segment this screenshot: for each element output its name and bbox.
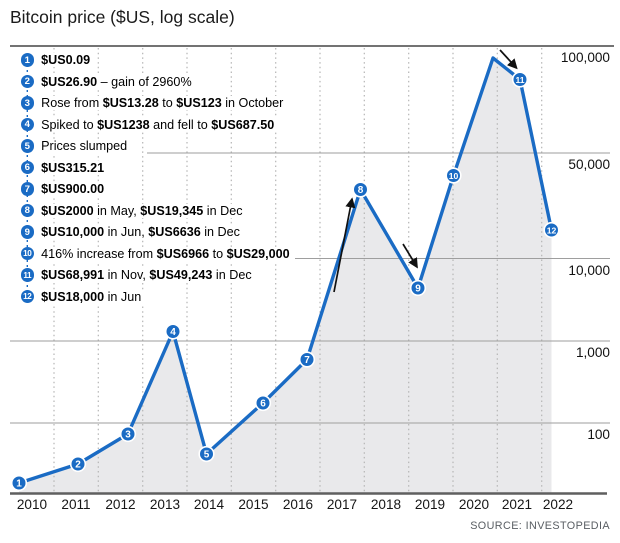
x-tick-2010: 2010 (16, 497, 48, 512)
x-tick-2021: 2021 (501, 497, 533, 512)
legend-text-8: $US2000 in May, $US19,345 in Dec (40, 203, 246, 218)
legend-bullet-11: 11 (20, 268, 35, 282)
source-credit: SOURCE: INVESTOPEDIA (470, 520, 610, 532)
point-marker-7: 7 (298, 351, 316, 368)
svg-text:7: 7 (304, 355, 310, 366)
trend-arrow-up-1 (333, 197, 356, 293)
x-tick-2011: 2011 (61, 497, 91, 512)
svg-text:12: 12 (547, 225, 557, 235)
legend-text-2: $US26.90 – gain of 2960% (40, 74, 195, 89)
legend-bullet-4: 4 (20, 117, 35, 132)
legend-text-5: Prices slumped (40, 139, 131, 153)
svg-text:6: 6 (260, 398, 266, 409)
point-marker-12: 12 (543, 221, 560, 239)
trend-arrow-down-3 (499, 49, 518, 70)
legend-text-12: $US18,000 in Jun (40, 289, 145, 304)
legend-text-9: $US10,000 in Jun, $US6636 in Dec (40, 225, 243, 239)
legend-item-10: 10 416% increase from $US6966 to $US29,00… (20, 246, 293, 261)
legend-item-5: 5 Prices slumped (20, 139, 131, 153)
chart-title: Bitcoin price ($US, log scale) (10, 7, 235, 27)
point-marker-9: 9 (409, 279, 427, 297)
y-tick-10,000: 10,000 (568, 262, 610, 278)
legend-bullet-2: 2 (20, 74, 35, 89)
legend-item-4: 4 Spiked to $US1238 and fell to $US687.50 (20, 117, 278, 132)
legend-item-12: 12 $US18,000 in Jun (20, 289, 145, 304)
svg-text:1: 1 (16, 478, 22, 489)
legend-item-11: 11 $US68,991 in Nov, $US49,243 in Dec (20, 268, 255, 282)
y-tick-1,000: 1,000 (575, 345, 610, 360)
legend-text-1: $US0.09 (40, 53, 94, 67)
legend-item-8: 8 $US2000 in May, $US19,345 in Dec (20, 203, 246, 218)
trend-arrow-down-2 (402, 243, 418, 269)
legend-item-9: 9 $US10,000 in Jun, $US6636 in Dec (20, 225, 243, 239)
x-tick-2012: 2012 (105, 497, 136, 512)
point-marker-3: 3 (119, 425, 137, 443)
legend-text-4: Spiked to $US1238 and fell to $US687.50 (40, 117, 278, 132)
legend-item-3: 3 Rose from $US13.28 to $US123 in October (20, 96, 287, 110)
legend-bullet-6: 6 (20, 160, 35, 175)
point-marker-6: 6 (254, 394, 272, 412)
legend-item-7: 7 $US900.00 (20, 182, 108, 196)
svg-text:11: 11 (515, 75, 524, 85)
svg-text:4: 4 (170, 327, 176, 338)
y-tick-100: 100 (587, 427, 610, 442)
legend-bullet-12: 12 (20, 289, 35, 304)
svg-text:8: 8 (358, 185, 364, 196)
legend-bullet-9: 9 (20, 225, 35, 239)
x-tick-2014: 2014 (193, 497, 225, 512)
svg-text:2: 2 (75, 459, 81, 470)
y-tick-100,000: 100,000 (560, 50, 610, 65)
x-tick-2017: 2017 (326, 497, 358, 512)
legend-bullet-8: 8 (20, 203, 35, 218)
legend-text-10: 416% increase from $US6966 to $US29,000 (40, 246, 293, 261)
svg-text:10: 10 (449, 171, 459, 181)
point-marker-11: 11 (511, 71, 529, 88)
svg-text:3: 3 (125, 429, 131, 440)
legend-text-6: $US315.21 (40, 160, 108, 175)
x-tick-2019: 2019 (414, 497, 446, 512)
y-tick-50,000: 50,000 (568, 157, 610, 172)
point-marker-8: 8 (352, 181, 369, 198)
legend-item-1: 1 $US0.09 (20, 53, 94, 67)
x-tick-2015: 2015 (238, 497, 269, 512)
legend-item-6: 6 $US315.21 (20, 160, 108, 175)
point-marker-2: 2 (69, 455, 87, 473)
legend-bullet-7: 7 (20, 182, 35, 196)
legend-text-3: Rose from $US13.28 to $US123 in October (40, 96, 287, 110)
point-marker-5: 5 (198, 445, 215, 463)
svg-text:9: 9 (415, 283, 421, 294)
x-tick-2020: 2020 (458, 497, 490, 512)
x-tick-2022: 2022 (542, 497, 574, 512)
legend-bullet-10: 10 (20, 246, 35, 261)
x-tick-2016: 2016 (282, 497, 314, 512)
area-fill (19, 58, 552, 493)
legend-bullet-1: 1 (20, 53, 35, 67)
legend-bullet-5: 5 (20, 139, 35, 153)
point-marker-10: 10 (445, 167, 462, 184)
point-marker-1: 1 (10, 474, 28, 492)
legend-bullet-3: 3 (20, 96, 35, 110)
point-marker-4: 4 (164, 323, 182, 340)
legend-item-2: 2 $US26.90 – gain of 2960% (20, 74, 195, 89)
legend-text-11: $US68,991 in Nov, $US49,243 in Dec (40, 268, 255, 282)
svg-text:5: 5 (204, 449, 210, 460)
x-tick-2018: 2018 (370, 497, 402, 512)
x-tick-2013: 2013 (149, 497, 181, 512)
legend-text-7: $US900.00 (40, 182, 108, 196)
